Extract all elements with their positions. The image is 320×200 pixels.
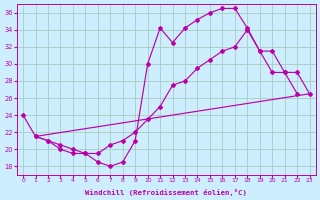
X-axis label: Windchill (Refroidissement éolien,°C): Windchill (Refroidissement éolien,°C) bbox=[85, 189, 247, 196]
